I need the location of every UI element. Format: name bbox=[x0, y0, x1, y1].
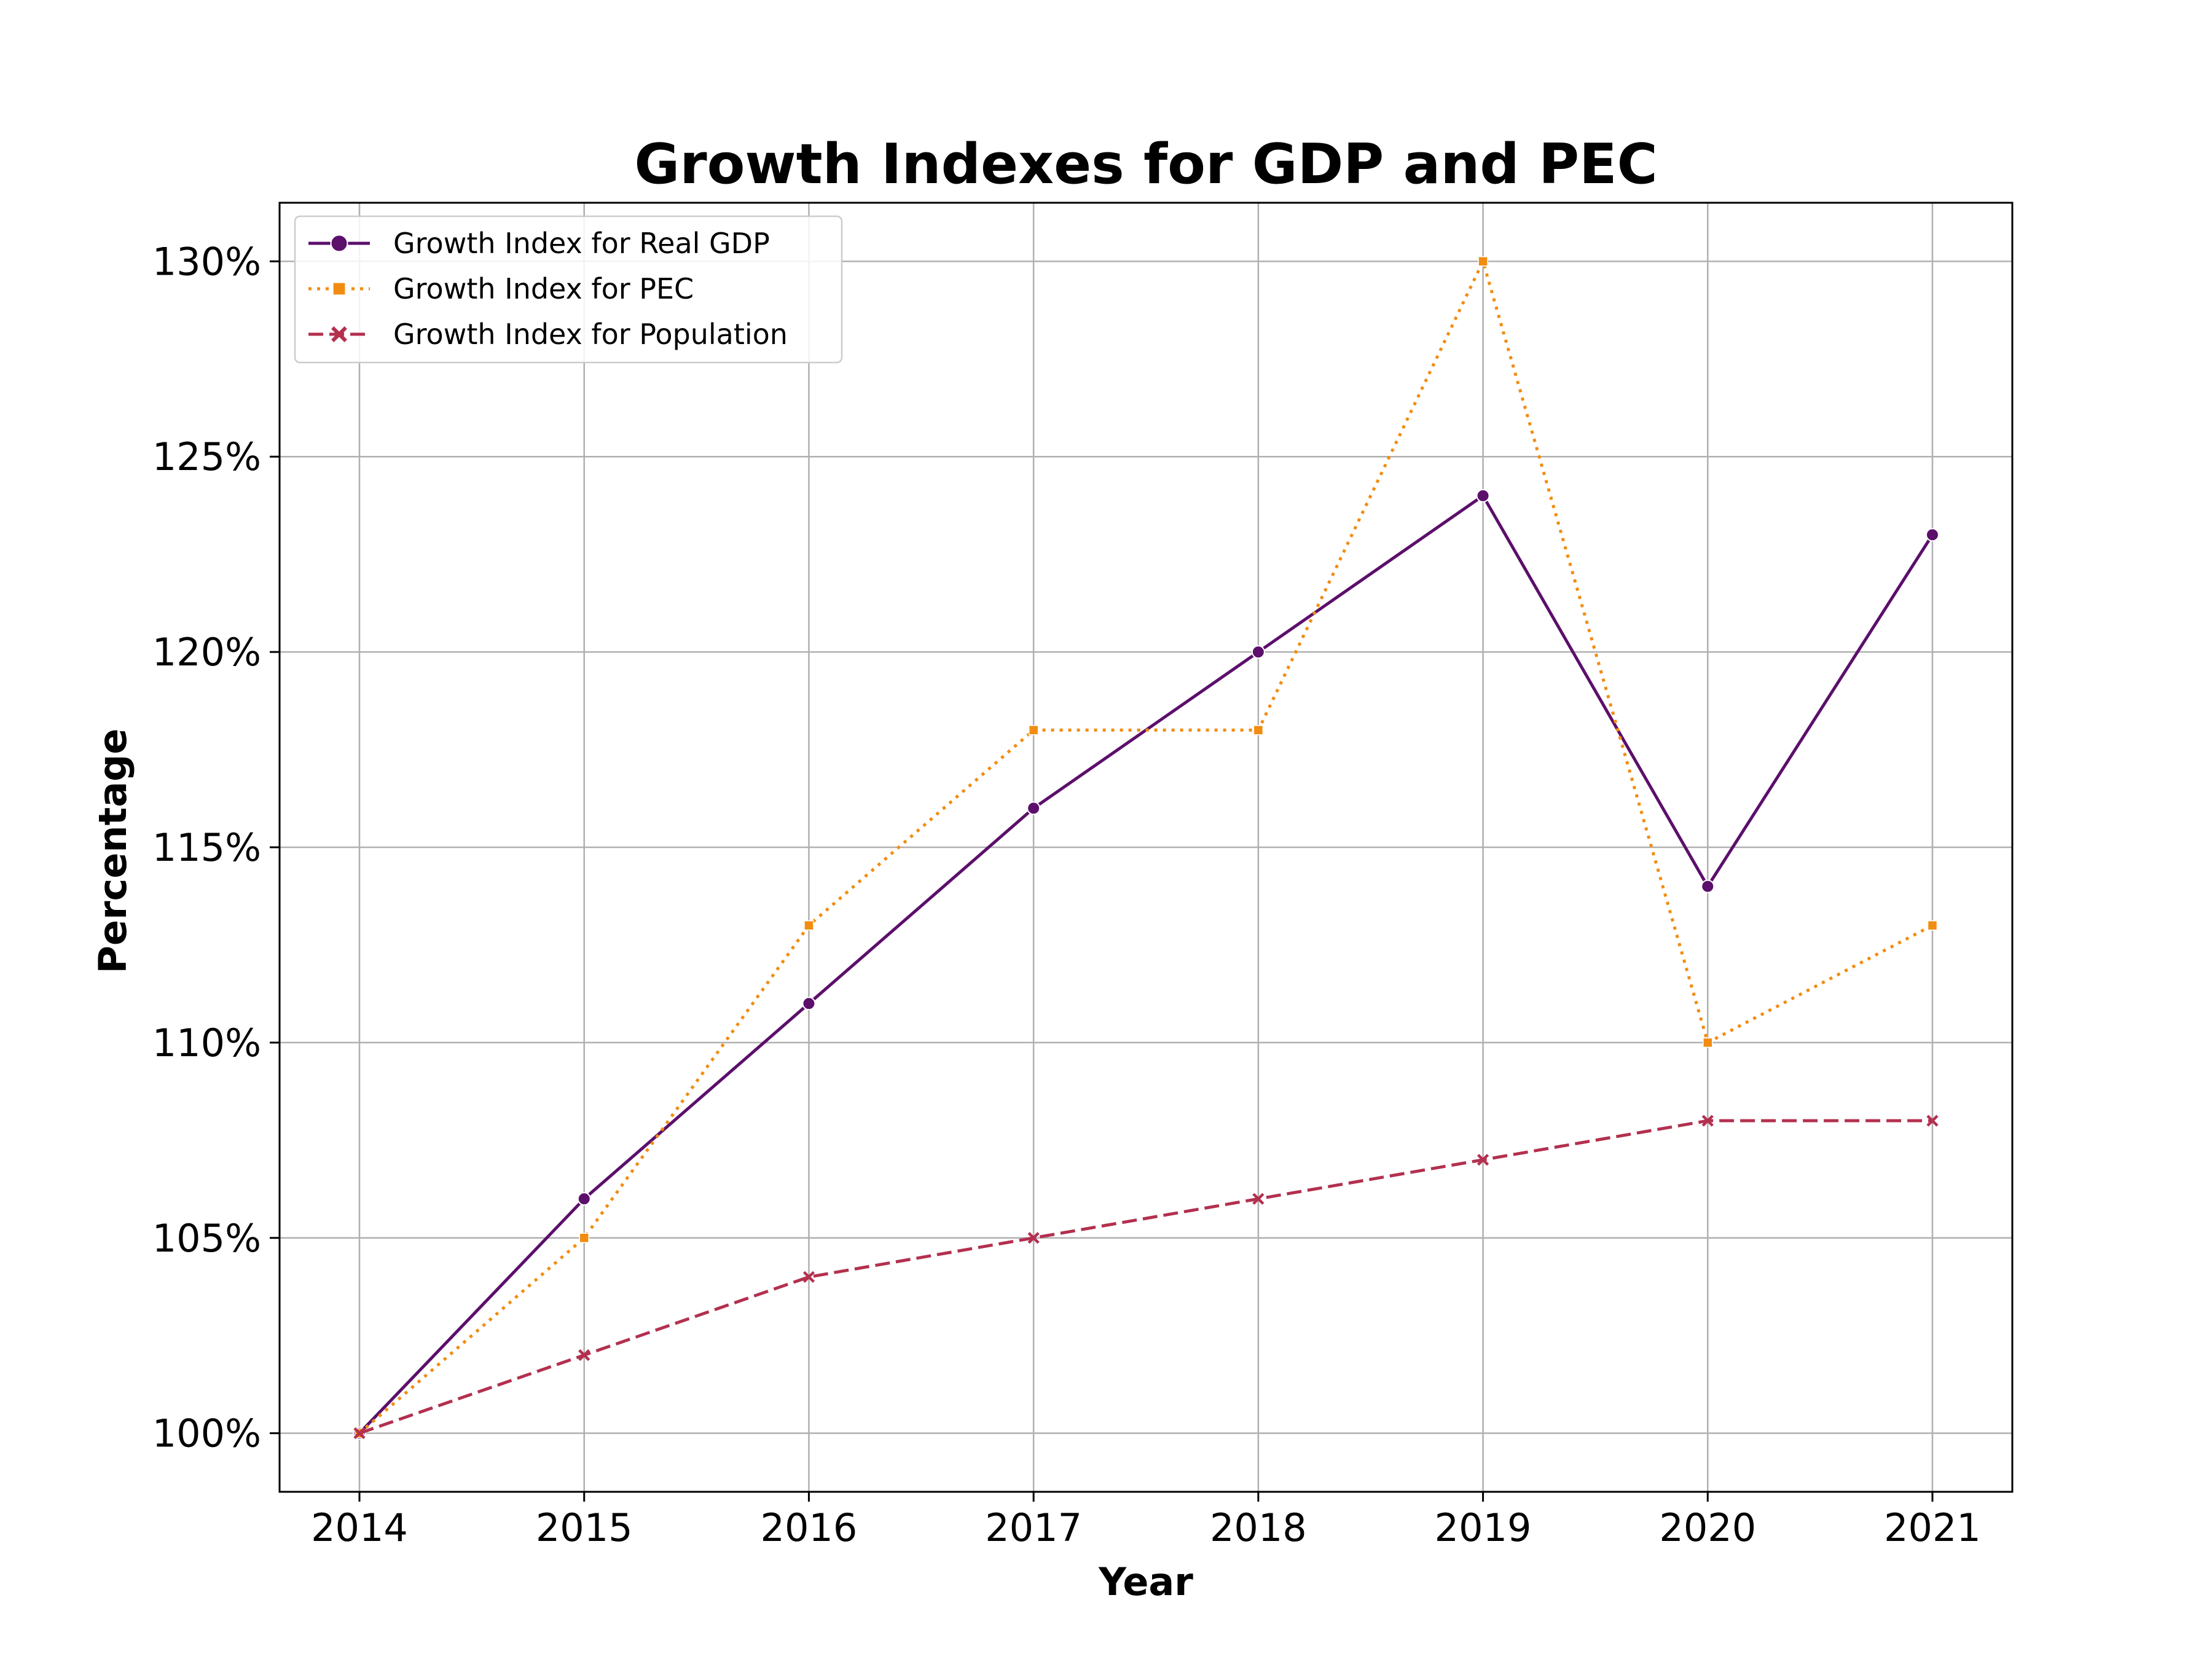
series-group bbox=[353, 1115, 1939, 1440]
data-point bbox=[577, 1192, 591, 1206]
legend-box bbox=[294, 215, 843, 364]
legend-marker bbox=[332, 282, 346, 296]
data-point bbox=[1476, 488, 1490, 503]
data-point bbox=[579, 1233, 589, 1244]
legend-item: Growth Index for Population bbox=[308, 318, 788, 351]
legend-label: Growth Index for Population bbox=[393, 318, 788, 351]
data-point bbox=[1478, 256, 1488, 267]
x-tick-label: 2019 bbox=[1435, 1505, 1532, 1550]
x-tick-label: 2016 bbox=[761, 1505, 858, 1550]
chart-title: Growth Indexes for GDP and PEC bbox=[634, 132, 1657, 197]
data-point bbox=[1926, 1115, 1939, 1127]
data-point bbox=[1027, 801, 1041, 815]
legend-marker bbox=[331, 326, 347, 342]
series-line bbox=[358, 494, 1934, 1435]
x-tick-label: 2021 bbox=[1884, 1505, 1981, 1550]
legend: Growth Index for Real GDP Growth Index fo… bbox=[294, 215, 843, 364]
series-layer bbox=[353, 256, 1939, 1440]
data-point bbox=[1701, 1115, 1714, 1127]
y-tick-label: 110% bbox=[152, 1021, 261, 1065]
grid-layer bbox=[280, 203, 2012, 1492]
legend-marker bbox=[330, 234, 348, 253]
data-point bbox=[1701, 879, 1715, 893]
data-point bbox=[1703, 1037, 1713, 1048]
data-point bbox=[1251, 645, 1265, 659]
data-point bbox=[802, 997, 816, 1011]
series-line bbox=[359, 1119, 1932, 1435]
y-axis-label: Percentage bbox=[90, 729, 135, 974]
x-tick-label: 2020 bbox=[1659, 1505, 1756, 1550]
series-line bbox=[358, 259, 1934, 1435]
y-tick-label: 125% bbox=[152, 434, 261, 479]
data-point bbox=[1252, 1193, 1265, 1205]
data-point bbox=[1253, 725, 1264, 735]
data-point bbox=[1927, 920, 1938, 931]
data-point bbox=[802, 1271, 815, 1283]
x-tick-label: 2015 bbox=[536, 1505, 633, 1550]
legend-item: Growth Index for PEC bbox=[308, 272, 694, 305]
data-point bbox=[804, 920, 814, 931]
legend-label: Growth Index for Real GDP bbox=[393, 227, 770, 260]
data-point bbox=[1028, 725, 1039, 735]
y-tick-label: 120% bbox=[152, 630, 261, 675]
data-point bbox=[578, 1349, 590, 1362]
x-tick-label: 2017 bbox=[985, 1505, 1082, 1550]
data-point bbox=[1926, 528, 1939, 542]
series-group bbox=[353, 488, 1939, 1440]
y-tick-label: 100% bbox=[152, 1411, 261, 1456]
data-point bbox=[353, 1427, 366, 1440]
x-tick-label: 2018 bbox=[1210, 1505, 1307, 1550]
x-tick-label: 2014 bbox=[311, 1505, 408, 1550]
legend-label: Growth Index for PEC bbox=[393, 272, 694, 305]
legend-item: Growth Index for Real GDP bbox=[308, 227, 770, 260]
x-axis-label: Year bbox=[1098, 1559, 1193, 1604]
data-point bbox=[1477, 1154, 1489, 1166]
data-point bbox=[1027, 1232, 1040, 1244]
tick-layer: 2014 2015 2016 2017 2018 2019 2020 2021 100% 105%… bbox=[152, 239, 1981, 1550]
y-tick-label: 115% bbox=[152, 825, 261, 870]
y-tick-label: 105% bbox=[152, 1216, 261, 1261]
y-tick-label: 130% bbox=[152, 239, 261, 284]
